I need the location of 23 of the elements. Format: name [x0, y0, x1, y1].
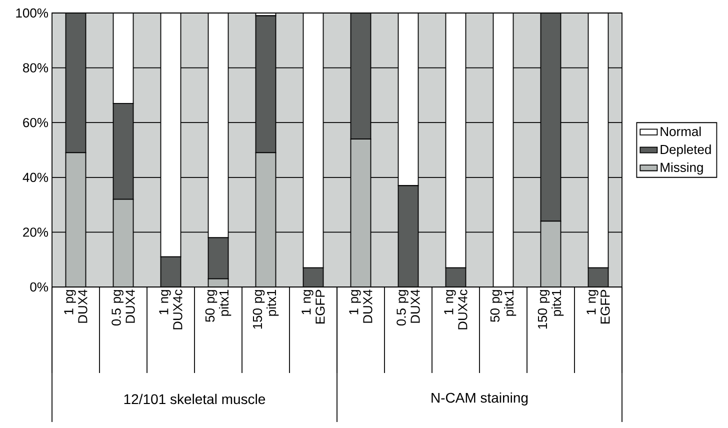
x-tick-label: 50 pg pitx1 [490, 290, 516, 322]
y-tick-label: 80% [23, 63, 48, 72]
x-tick-label: 1 ng DUX4c [159, 290, 182, 330]
x-tick-label: 0.5 pg DUX4 [396, 290, 420, 326]
x-tick-label: 0.5 pg DUX4 [112, 290, 135, 326]
y-tick-label: 0% [30, 282, 48, 292]
x-tick-label: 1 ng DUX4c [444, 290, 468, 330]
x-tick-label: 1 pg DUX4 [349, 290, 372, 323]
y-tick-label: 40% [22, 172, 48, 182]
legend-label: Normal [660, 126, 701, 136]
x-tick-label: 1 ng EGFP [302, 290, 325, 324]
x-tick-label: 1 ng EGFP [586, 290, 610, 324]
legend-label: Missing [660, 162, 703, 175]
x-tick-label: 150 pg pitx1 [252, 290, 279, 329]
text: N-CAM staining [432, 392, 528, 406]
x-tick-label: 50 pg pitx1 [205, 290, 232, 322]
y-tick-label: 60% [23, 118, 48, 128]
text: 12/101 skeletal muscle [124, 394, 266, 404]
x-tick-label: 150 pg pitx1 [538, 290, 564, 329]
y-tick-label: 20% [23, 228, 48, 237]
x-tick-label: 1 pg DUX4 [64, 290, 88, 323]
y-tick-label: 100% [16, 8, 48, 18]
legend-label: Depleted [660, 144, 711, 157]
